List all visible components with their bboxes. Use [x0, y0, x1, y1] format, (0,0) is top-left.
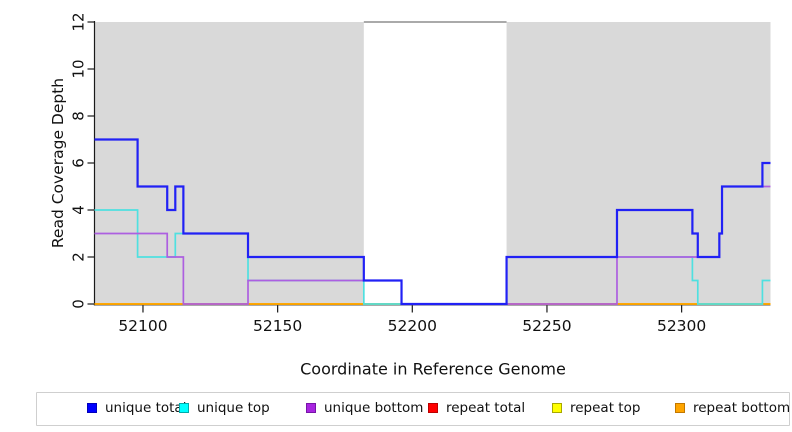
y-tick-label: 10: [69, 59, 87, 78]
legend-swatch-unique-bottom: [306, 403, 316, 413]
x-tick-label: 52300: [657, 317, 706, 335]
y-tick-label: 4: [69, 205, 87, 215]
legend-swatch-unique-total: [87, 403, 97, 413]
legend-label: unique total: [105, 400, 187, 416]
series-unique-total: [94, 138, 771, 306]
legend-swatch-unique-top: [179, 403, 189, 413]
legend-swatch-repeat-top: [552, 403, 562, 413]
legend-box: [36, 392, 790, 426]
x-axis-title: Coordinate in Reference Genome: [300, 359, 566, 379]
y-tick-label: 0: [69, 299, 87, 309]
legend-item-repeat-bottom: repeat bottom: [675, 400, 790, 416]
legend-label: unique top: [197, 400, 270, 416]
x-tick-label: 52150: [253, 317, 302, 335]
y-tick-label: 2: [69, 252, 87, 262]
legend-label: repeat total: [446, 400, 526, 416]
repeat-region-shading: [94, 22, 364, 305]
y-tick-label: 6: [69, 158, 87, 168]
repeat-region-shading: [506, 22, 771, 305]
legend-label: repeat bottom: [693, 400, 791, 416]
y-tick-label: 8: [69, 111, 87, 121]
legend-swatch-repeat-total: [428, 403, 438, 413]
legend-label: repeat top: [570, 400, 641, 416]
x-tick-label: 52100: [118, 317, 167, 335]
legend-item-unique-top: unique top: [179, 400, 270, 416]
legend-item-repeat-total: repeat total: [428, 400, 525, 416]
y-axis-title: Read Coverage Depth: [49, 77, 67, 249]
legend-swatch-repeat-bottom: [675, 403, 685, 413]
legend-item-unique-bottom: unique bottom: [306, 400, 423, 416]
x-tick-label: 52250: [522, 317, 571, 335]
legend-item-repeat-top: repeat top: [552, 400, 640, 416]
x-tick-label: 52200: [388, 317, 437, 335]
legend-label: unique bottom: [324, 400, 424, 416]
legend-item-unique-total: unique total: [87, 400, 186, 416]
y-tick-label: 12: [69, 12, 87, 31]
